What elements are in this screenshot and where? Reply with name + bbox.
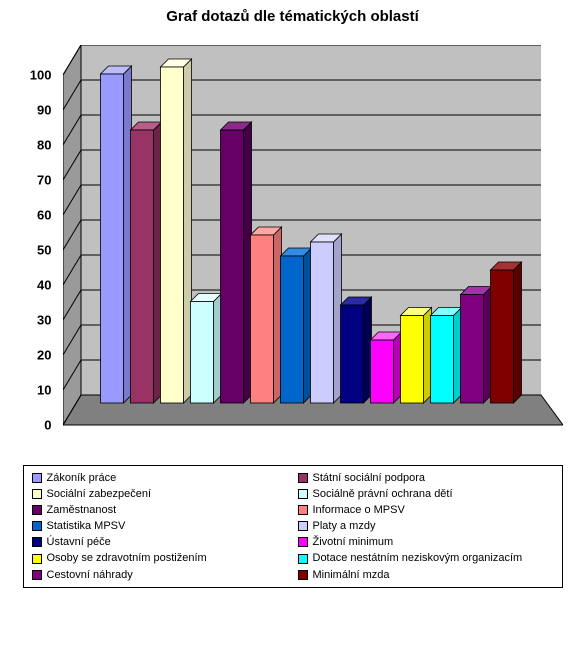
plot-3d-surfaces — [63, 45, 563, 435]
chart-title: Graf dotazů dle tématických oblastí — [0, 0, 585, 29]
legend-item: Státní sociální podpora — [298, 472, 554, 484]
legend-item: Sociální zabezpečení — [32, 488, 288, 500]
bar — [130, 122, 161, 403]
legend-label: Životní minimum — [313, 536, 394, 548]
legend-swatch — [32, 473, 42, 483]
legend-item: Statistika MPSV — [32, 520, 288, 532]
legend-label: Zákoník práce — [47, 472, 117, 484]
legend-item: Ústavní péče — [32, 536, 288, 548]
legend-label: Informace o MPSV — [313, 504, 405, 516]
legend-swatch — [32, 537, 42, 547]
y-tick-label: 100 — [12, 68, 52, 83]
legend-swatch — [32, 489, 42, 499]
y-tick-label: 20 — [12, 348, 52, 363]
legend-swatch — [298, 554, 308, 564]
bar — [460, 287, 491, 404]
legend-swatch — [298, 489, 308, 499]
y-tick-label: 80 — [12, 138, 52, 153]
legend-label: Sociální zabezpečení — [47, 488, 152, 500]
legend-label: Platy a mzdy — [313, 520, 376, 532]
bar — [400, 308, 431, 404]
bar — [100, 66, 131, 403]
legend-label: Dotace nestátním neziskovým organizacím — [313, 552, 523, 564]
chart-area: 0 10 20 30 40 50 60 70 80 90 100 — [13, 35, 573, 455]
y-tick-label: 10 — [12, 383, 52, 398]
legend-swatch — [298, 521, 308, 531]
legend-swatch — [298, 570, 308, 580]
y-axis: 0102030405060708090100 — [13, 45, 58, 425]
legend-item: Sociálně právní ochrana dětí — [298, 488, 554, 500]
bar — [220, 122, 251, 403]
bar — [190, 294, 221, 404]
legend-item: Zákoník práce — [32, 472, 288, 484]
legend-swatch — [32, 521, 42, 531]
legend-swatch — [32, 554, 42, 564]
legend-label: Zaměstnanost — [47, 504, 117, 516]
bar — [340, 297, 371, 403]
legend-item: Životní minimum — [298, 536, 554, 548]
legend-item: Minimální mzda — [298, 569, 554, 581]
legend-label: Sociálně právní ochrana dětí — [313, 488, 453, 500]
legend-label: Ústavní péče — [47, 536, 111, 548]
bar — [490, 262, 521, 403]
legend-item: Dotace nestátním neziskovým organizacím — [298, 552, 554, 564]
y-tick-label: 90 — [12, 103, 52, 118]
legend-item: Platy a mzdy — [298, 520, 554, 532]
legend-label: Minimální mzda — [313, 569, 390, 581]
bar — [160, 59, 191, 403]
legend-label: Osoby se zdravotním postižením — [47, 552, 207, 564]
y-tick-label: 30 — [12, 313, 52, 328]
legend-swatch — [32, 505, 42, 515]
legend-swatch — [32, 570, 42, 580]
bar — [310, 234, 341, 403]
chart-container: Graf dotazů dle tématických oblastí 0 10 2… — [0, 0, 585, 654]
legend-item: Zaměstnanost — [32, 504, 288, 516]
y-tick-label: 0 — [12, 418, 52, 433]
bar — [370, 332, 401, 403]
legend-item: Informace o MPSV — [298, 504, 554, 516]
plot — [63, 45, 563, 425]
legend-swatch — [298, 505, 308, 515]
bar — [250, 227, 281, 403]
legend-label: Statistika MPSV — [47, 520, 126, 532]
bar — [430, 308, 461, 404]
legend-label: Cestovní náhrady — [47, 569, 133, 581]
y-tick-label: 40 — [12, 278, 52, 293]
y-tick-label: 60 — [12, 208, 52, 223]
legend-item: Cestovní náhrady — [32, 569, 288, 581]
bar — [280, 248, 311, 403]
legend-item: Osoby se zdravotním postižením — [32, 552, 288, 564]
legend: Zákoník práce Státní sociální podpora Soci… — [23, 465, 563, 588]
y-tick-label: 50 — [12, 243, 52, 258]
legend-label: Státní sociální podpora — [313, 472, 426, 484]
legend-swatch — [298, 473, 308, 483]
legend-swatch — [298, 537, 308, 547]
y-tick-label: 70 — [12, 173, 52, 188]
